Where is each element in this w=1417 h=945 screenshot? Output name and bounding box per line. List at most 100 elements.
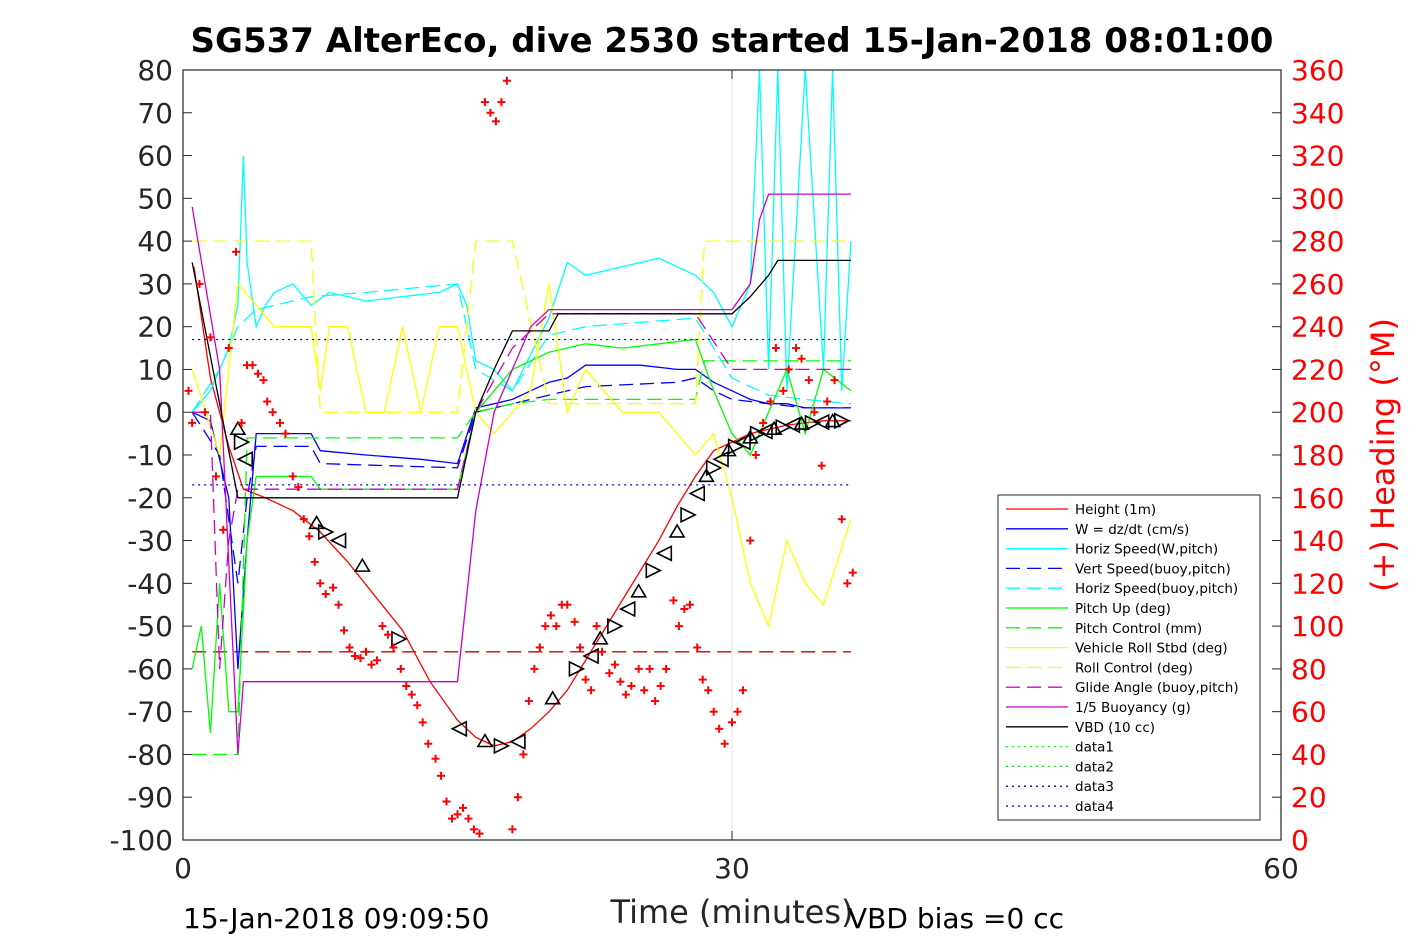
heading-point	[418, 718, 427, 727]
footer-vbd-bias: VBD bias =0 cc	[848, 902, 1064, 935]
left-tick-label: -60	[127, 653, 173, 686]
series-line-1-5-buoyancy-g	[191, 193, 851, 755]
heading-point	[804, 376, 813, 385]
heading-point	[469, 825, 478, 834]
heading-point	[321, 590, 330, 599]
triangle-marker	[688, 485, 706, 502]
heading-point	[680, 605, 689, 613]
legend-label: Pitch Up (deg)	[1075, 601, 1171, 617]
right-tick-label: 260	[1291, 268, 1344, 301]
legend-entry-pitch-up-deg: Pitch Up (deg)	[1006, 601, 1171, 617]
left-tick-label: 70	[137, 97, 173, 130]
left-tick-label: 0	[155, 396, 173, 429]
legend-entry-data4: data4	[1006, 799, 1114, 815]
legend-label: data4	[1075, 799, 1114, 815]
series-line-height-1m	[193, 266, 851, 747]
triangle-marker	[668, 523, 686, 538]
right-tick-label: 120	[1291, 567, 1344, 600]
legend-label: Glide Angle (buoy,pitch)	[1075, 680, 1239, 696]
triangle-marker	[756, 423, 773, 440]
heading-point	[733, 707, 742, 716]
legend-label: Horiz Speed(buoy,pitch)	[1075, 581, 1238, 597]
heading-point	[497, 98, 506, 107]
triangle-marker	[568, 660, 586, 678]
heading-point	[592, 622, 601, 631]
heading-point	[751, 451, 760, 459]
left-tick-label: -10	[127, 439, 173, 472]
heading-point	[453, 810, 462, 819]
triangle-marker	[749, 425, 767, 442]
triangle-marker	[645, 562, 663, 579]
heading-point	[372, 656, 381, 665]
left-tick-label: 40	[137, 225, 173, 258]
heading-point	[837, 515, 846, 524]
right-tick-label: 160	[1291, 482, 1344, 515]
series-line-vehicle-roll-stbd-deg	[191, 282, 852, 629]
heading-point	[715, 724, 724, 733]
left-tick-label: 10	[137, 353, 173, 386]
heading-point	[402, 682, 411, 690]
triangle-marker	[229, 420, 247, 436]
heading-point	[728, 718, 736, 727]
heading-point	[396, 664, 405, 673]
triangle-marker	[630, 583, 648, 598]
legend-label: Vert Speed(buoy,pitch)	[1075, 561, 1231, 577]
heading-point	[188, 418, 197, 427]
right-tick-label: 60	[1291, 696, 1327, 729]
heading-point	[275, 418, 284, 427]
heading-point	[413, 701, 422, 710]
left-axis: 80 70 60 50 40 30 20 10 0 -10 -20 -30 -40 -50 -60 -70 -8…	[109, 54, 1281, 857]
right-tick-label: 280	[1291, 225, 1344, 258]
heading-point	[563, 600, 572, 609]
triangle-marker	[775, 418, 793, 436]
triangle-marker	[493, 737, 511, 755]
legend-label: Roll Control (deg)	[1075, 660, 1193, 676]
heading-point	[437, 771, 446, 780]
footer-timestamp: 15-Jan-2018 09:09:50	[183, 902, 489, 935]
right-tick-label: 340	[1291, 97, 1344, 130]
heading-point	[693, 643, 702, 652]
triangle-marker	[591, 630, 609, 645]
heading-point	[634, 664, 643, 673]
triangle-marker	[618, 600, 636, 618]
heading-point	[268, 408, 277, 417]
right-tick-label: 20	[1291, 781, 1327, 814]
left-tick-label: 30	[137, 268, 173, 301]
heading-point	[345, 643, 354, 652]
right-axis-label: (+) Heading (°M)	[1364, 318, 1402, 592]
triangle-marker	[680, 506, 697, 524]
left-tick-label: -100	[109, 824, 173, 857]
legend-entry-data2: data2	[1006, 759, 1114, 775]
heading-point	[797, 354, 806, 363]
heading-point	[784, 365, 793, 374]
legend-label: Height (1m)	[1075, 502, 1156, 518]
chart-title: SG537 AlterEco, dive 2530 started 15-Jan…	[191, 21, 1274, 61]
heading-point	[486, 108, 495, 117]
heading-point	[587, 686, 596, 695]
legend-entry-pitch-control-mm: Pitch Control (mm)	[1006, 621, 1202, 637]
heading-point	[759, 418, 768, 427]
series-layer	[191, 70, 852, 756]
triangle-marker	[353, 557, 371, 572]
left-tick-label: -30	[127, 525, 173, 558]
triangle-marker	[450, 720, 468, 738]
left-tick-label: -20	[127, 482, 173, 515]
heading-point	[200, 408, 209, 417]
heading-point	[237, 418, 246, 427]
triangle-marker	[233, 433, 251, 451]
heading-point	[356, 654, 365, 663]
heading-point	[662, 664, 671, 673]
legend-label: W = dz/dt (cm/s)	[1075, 522, 1189, 538]
legend-label: Horiz Speed(W,pitch)	[1075, 542, 1218, 558]
heading-point	[621, 690, 630, 699]
heading-point	[329, 583, 338, 592]
legend-entry-w-dz-dt-cm-s: W = dz/dt (cm/s)	[1006, 522, 1189, 538]
legend-entry-vbd-10-cc: VBD (10 cc)	[1006, 720, 1155, 736]
heading-point	[219, 525, 228, 534]
legend-entry-roll-control-deg: Roll Control (deg)	[1006, 660, 1193, 676]
heading-point	[552, 622, 561, 631]
heading-point	[513, 793, 522, 802]
heading-point	[817, 461, 826, 470]
heading-point	[581, 675, 590, 684]
heading-point	[305, 532, 314, 541]
